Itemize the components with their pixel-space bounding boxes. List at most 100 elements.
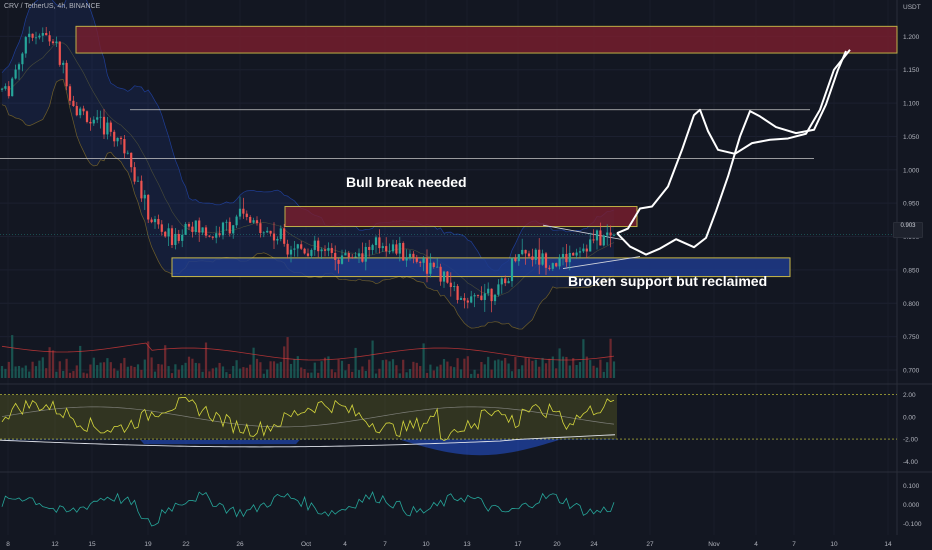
volume-bar — [585, 356, 588, 378]
volume-bar — [374, 373, 378, 378]
volume-bar — [269, 361, 272, 378]
candle — [521, 249, 524, 255]
candle — [354, 256, 357, 258]
candle — [534, 249, 537, 261]
candle — [82, 108, 85, 112]
candle — [568, 252, 571, 263]
candle — [14, 69, 17, 79]
y-tick-label: 1.000 — [903, 167, 920, 174]
candle — [476, 295, 480, 297]
candle — [589, 239, 592, 252]
x-tick-label: 10 — [422, 541, 430, 548]
x-tick-label: 22 — [182, 541, 190, 548]
candle — [276, 238, 279, 241]
candle — [286, 243, 289, 255]
volume-bar — [504, 357, 507, 378]
candle — [606, 232, 609, 236]
candle — [296, 244, 299, 249]
candle — [191, 226, 194, 233]
candle — [75, 106, 78, 116]
volume-bar — [514, 357, 517, 378]
volume-bar — [62, 370, 65, 378]
volume-bar — [313, 362, 316, 378]
candle — [456, 286, 459, 300]
volume-bar — [106, 358, 109, 378]
candle — [11, 78, 14, 97]
y-tick-label: 0.750 — [903, 334, 920, 341]
oscillator-line — [1, 491, 615, 527]
volume-bar — [483, 364, 486, 378]
candle — [252, 220, 255, 223]
candle — [106, 122, 109, 135]
candle — [184, 223, 187, 235]
candle — [68, 86, 72, 101]
candle — [459, 298, 463, 300]
candle — [4, 86, 7, 89]
rsi-band — [0, 394, 617, 440]
candle — [177, 233, 180, 241]
volume-bar — [405, 372, 408, 378]
candle — [327, 247, 330, 251]
candle — [143, 194, 146, 199]
volume-bar — [592, 365, 595, 378]
volume-bar — [286, 337, 289, 378]
candle — [133, 167, 136, 182]
volume-bar — [425, 372, 429, 378]
candle — [194, 220, 197, 233]
candle — [130, 152, 133, 168]
volume-bar — [143, 359, 146, 378]
volume-bar — [334, 372, 337, 378]
volume-bar — [381, 360, 384, 378]
candle — [174, 233, 177, 245]
candle — [147, 194, 150, 220]
candle — [555, 263, 558, 267]
volume-bar — [408, 368, 412, 378]
volume-bar — [347, 364, 350, 378]
volume-bar — [354, 347, 357, 378]
candle — [347, 253, 350, 258]
symbol-title: CRV / TetherUS, 4h, BINANCE — [4, 3, 101, 10]
candle — [351, 257, 354, 259]
candle — [119, 137, 123, 140]
volume-bar — [160, 364, 163, 378]
volume-bar — [303, 369, 306, 378]
candle — [306, 253, 310, 256]
volume-bar — [130, 365, 133, 378]
x-tick-label: 14 — [884, 541, 892, 548]
volume-bar — [599, 359, 602, 378]
volume-bar — [429, 364, 432, 378]
volume-bar — [595, 367, 599, 378]
volume-bar — [507, 363, 510, 378]
volume-bar — [449, 366, 452, 378]
volume-bar — [68, 372, 72, 378]
oscillator-layer — [1, 491, 615, 527]
candle — [245, 213, 248, 217]
volume-bar — [378, 368, 381, 378]
volume-bar — [337, 359, 340, 378]
candle — [79, 108, 82, 116]
rsi-baseline-curve — [0, 434, 616, 448]
candle — [65, 62, 68, 87]
volume-bar — [259, 362, 262, 378]
volume-bar — [568, 365, 571, 378]
candle — [582, 248, 585, 252]
candle — [453, 286, 456, 288]
volume-ma — [1, 342, 615, 361]
currency-label: USDT — [903, 4, 921, 11]
candle — [357, 253, 361, 257]
volume-bar — [136, 364, 140, 378]
volume-bar — [266, 369, 269, 378]
volume-bar — [150, 357, 153, 378]
y-tick-label: -0.100 — [903, 521, 922, 528]
volume-bar — [232, 366, 235, 378]
candle — [157, 218, 160, 225]
volume-bar — [606, 362, 609, 378]
volume-bar — [439, 364, 442, 378]
candle — [412, 253, 415, 258]
x-tick-label: 20 — [553, 541, 561, 548]
volume-bar — [476, 373, 480, 378]
candle — [300, 244, 303, 249]
candle — [337, 259, 340, 264]
candle — [391, 244, 395, 252]
